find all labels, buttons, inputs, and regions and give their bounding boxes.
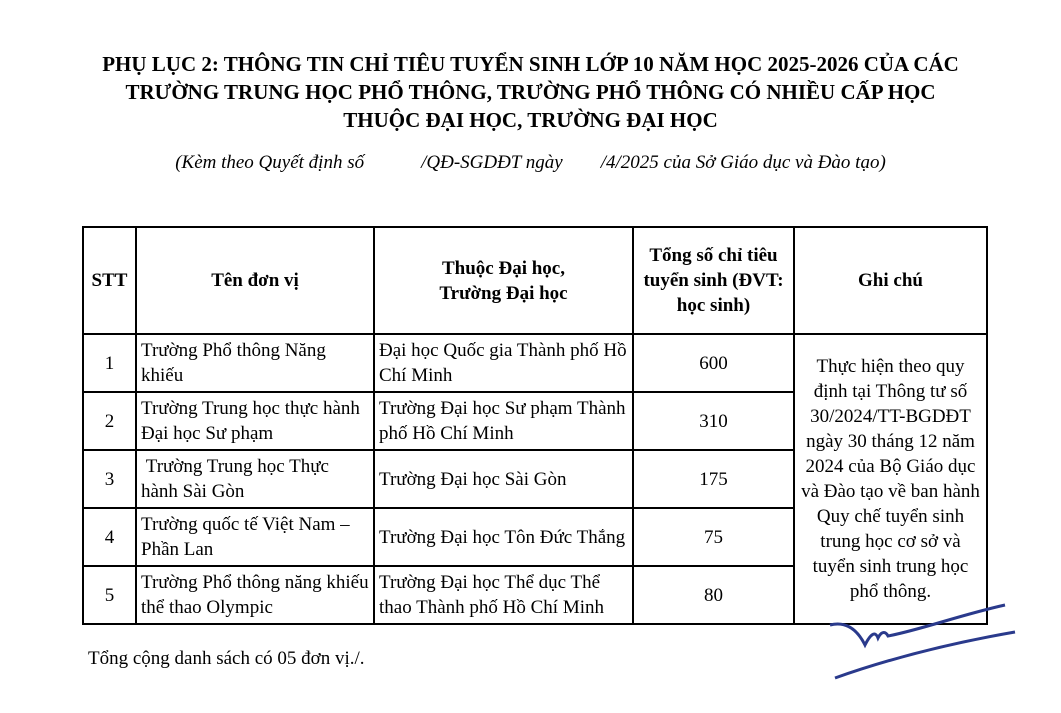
header-name: Tên đơn vị [135, 226, 375, 335]
table-row: 2 Trường Trung học thực hành Đại học Sư … [82, 391, 987, 451]
signature [829, 603, 1016, 680]
header-university: Thuộc Đại học, Trường Đại học [373, 226, 634, 335]
header-stt: STT [82, 226, 137, 335]
table-row: 4 Trường quốc tế Việt Nam – Phần Lan Trư… [82, 507, 987, 567]
cell-stt: 5 [82, 565, 137, 625]
cell-note: Thực hiện theo quy định tại Thông tư số … [793, 333, 988, 625]
cell-name: Trường Phổ thông năng khiếu thể thao Oly… [135, 565, 375, 625]
cell-university: Đại học Quốc gia Thành phố Hồ Chí Minh [373, 333, 634, 393]
cell-university: Trường Đại học Sài Gòn [373, 449, 634, 509]
cell-stt: 1 [82, 333, 137, 393]
cell-quota: 600 [632, 333, 795, 393]
cell-university: Trường Đại học Sư phạm Thành phố Hồ Chí … [373, 391, 634, 451]
table-header-row: STT Tên đơn vị Thuộc Đại học, Trường Đại… [82, 226, 988, 335]
cell-quota: 75 [632, 507, 795, 567]
table-row: 3 Trường Trung học Thực hành Sài Gòn Trư… [82, 449, 987, 509]
title-line-3: THUỘC ĐẠI HỌC, TRƯỜNG ĐẠI HỌC [343, 108, 718, 132]
quota-table: STT Tên đơn vị Thuộc Đại học, Trường Đại… [82, 226, 988, 625]
table-row: 5 Trường Phổ thông năng khiếu thể thao O… [82, 565, 987, 625]
header-note: Ghi chú [793, 226, 988, 335]
cell-quota: 310 [632, 391, 795, 451]
cell-university: Trường Đại học Tôn Đức Thắng [373, 507, 634, 567]
subtitle: (Kèm theo Quyết định số /QĐ-SGDĐT ngày /… [175, 152, 886, 173]
cell-name: Trường quốc tế Việt Nam – Phần Lan [135, 507, 375, 567]
cell-stt: 3 [82, 449, 137, 509]
cell-quota: 80 [632, 565, 795, 625]
cell-university: Trường Đại học Thể dục Thể thao Thành ph… [373, 565, 634, 625]
footer-total: Tổng cộng danh sách có 05 đơn vị./. [88, 648, 365, 669]
document-title: PHỤ LỤC 2: THÔNG TIN CHỈ TIÊU TUYỂN SINH… [0, 50, 1061, 134]
table-row: 1 Trường Phổ thông Năng khiếu Đại học Qu… [82, 333, 988, 625]
cell-name: Trường Trung học thực hành Đại học Sư ph… [135, 391, 375, 451]
header-quota: Tổng số chỉ tiêu tuyển sinh (ĐVT: học si… [632, 226, 795, 335]
title-line-1: PHỤ LỤC 2: THÔNG TIN CHỈ TIÊU TUYỂN SINH… [102, 52, 959, 76]
cell-quota: 175 [632, 449, 795, 509]
cell-stt: 4 [82, 507, 137, 567]
title-line-2: TRƯỜNG TRUNG HỌC PHỔ THÔNG, TRƯỜNG PHỔ T… [125, 80, 936, 104]
cell-stt: 2 [82, 391, 137, 451]
cell-name: Trường Phổ thông Năng khiếu [135, 333, 375, 393]
cell-name: Trường Trung học Thực hành Sài Gòn [135, 449, 375, 509]
